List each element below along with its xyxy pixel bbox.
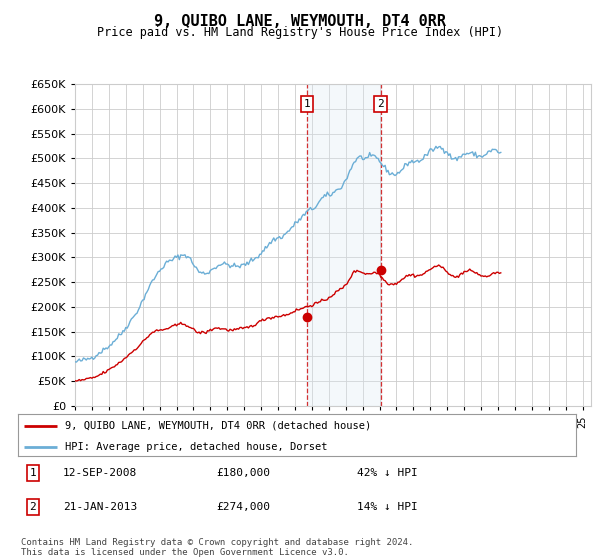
Text: £180,000: £180,000 xyxy=(216,468,270,478)
Text: 9, QUIBO LANE, WEYMOUTH, DT4 0RR: 9, QUIBO LANE, WEYMOUTH, DT4 0RR xyxy=(154,14,446,29)
Text: £274,000: £274,000 xyxy=(216,502,270,512)
Text: 21-JAN-2013: 21-JAN-2013 xyxy=(63,502,137,512)
Text: 14% ↓ HPI: 14% ↓ HPI xyxy=(357,502,418,512)
Text: Price paid vs. HM Land Registry's House Price Index (HPI): Price paid vs. HM Land Registry's House … xyxy=(97,26,503,39)
Text: 12-SEP-2008: 12-SEP-2008 xyxy=(63,468,137,478)
Text: Contains HM Land Registry data © Crown copyright and database right 2024.
This d: Contains HM Land Registry data © Crown c… xyxy=(21,538,413,557)
Text: 2: 2 xyxy=(29,502,37,512)
Text: 42% ↓ HPI: 42% ↓ HPI xyxy=(357,468,418,478)
Text: 2: 2 xyxy=(377,99,384,109)
Text: 1: 1 xyxy=(29,468,37,478)
Text: HPI: Average price, detached house, Dorset: HPI: Average price, detached house, Dors… xyxy=(65,442,328,452)
Text: 1: 1 xyxy=(304,99,310,109)
Bar xyxy=(307,84,380,406)
Text: 9, QUIBO LANE, WEYMOUTH, DT4 0RR (detached house): 9, QUIBO LANE, WEYMOUTH, DT4 0RR (detach… xyxy=(65,421,371,431)
